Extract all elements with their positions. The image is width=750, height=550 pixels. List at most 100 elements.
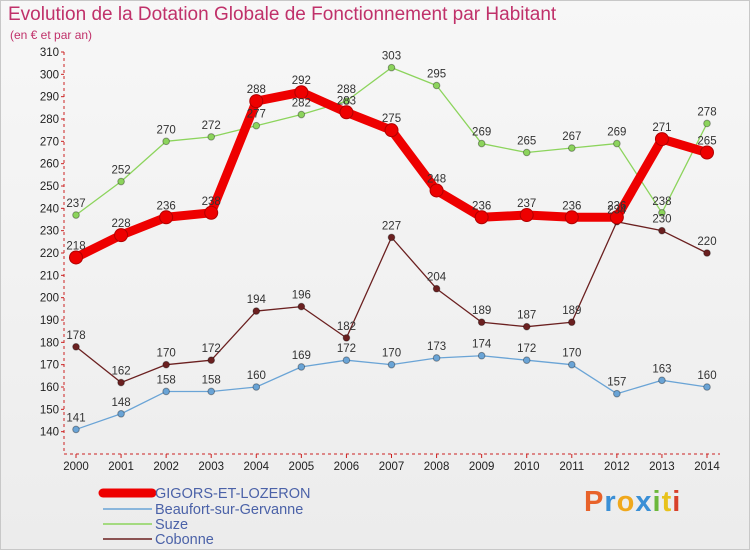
logo-letter: P	[584, 486, 605, 518]
data-point	[339, 105, 354, 120]
data-point	[297, 110, 306, 119]
data-label: 228	[111, 218, 130, 230]
data-point	[252, 121, 261, 130]
data-point	[342, 356, 351, 365]
data-label: 172	[337, 343, 356, 355]
x-tick-label: 2000	[63, 461, 89, 473]
data-label: 278	[697, 106, 716, 118]
chart-title: Evolution de la Dotation Globale de Fonc…	[8, 4, 557, 25]
data-point	[162, 137, 170, 146]
data-label: 189	[562, 305, 581, 317]
y-tick-label: 230	[40, 226, 59, 238]
x-tick-label: 2012	[604, 461, 630, 473]
x-tick-label: 2011	[559, 461, 584, 473]
data-label: 170	[157, 348, 176, 360]
data-point	[703, 249, 711, 257]
data-label: 173	[427, 341, 446, 353]
y-tick-label: 190	[40, 315, 59, 327]
data-point	[72, 425, 80, 434]
logo-letter: i	[672, 486, 682, 518]
data-point	[117, 177, 125, 186]
data-label: 238	[652, 196, 671, 208]
data-label: 234	[607, 205, 627, 217]
data-point	[207, 387, 216, 396]
data-label: 172	[517, 343, 536, 355]
data-label: 187	[517, 310, 536, 322]
data-label: 189	[472, 305, 491, 317]
logo-letter: o	[616, 486, 636, 518]
y-tick-label: 200	[40, 293, 59, 305]
data-label: 295	[427, 69, 446, 81]
data-point	[159, 210, 174, 225]
y-tick-label: 250	[40, 181, 59, 193]
data-point	[658, 209, 666, 217]
y-tick-label: 160	[40, 382, 59, 394]
data-point	[252, 307, 261, 315]
data-label: 282	[292, 98, 311, 110]
data-point	[613, 389, 621, 398]
data-point	[204, 205, 219, 220]
data-label: 265	[697, 136, 716, 148]
legend-entry: Cobonne	[155, 532, 214, 548]
data-label: 170	[562, 348, 581, 360]
data-point	[700, 145, 714, 160]
data-label: 237	[66, 198, 85, 210]
data-label: 265	[517, 136, 536, 148]
proxiti-logo: Proxiti	[584, 486, 681, 519]
data-label: 204	[427, 272, 447, 284]
data-point	[117, 378, 125, 387]
data-point	[567, 360, 576, 369]
data-point	[294, 85, 309, 100]
data-label: 236	[472, 200, 491, 212]
data-label: 194	[247, 294, 267, 306]
data-label: 196	[292, 290, 311, 302]
data-point	[519, 208, 534, 223]
data-label: 157	[607, 377, 626, 389]
data-point	[249, 94, 264, 109]
data-label: 277	[247, 109, 266, 121]
data-point	[703, 383, 711, 391]
series-line-Suze	[75, 66, 708, 216]
data-label: 227	[382, 220, 401, 232]
logo-letter: x	[635, 486, 653, 518]
data-point	[432, 81, 441, 90]
data-label: 170	[382, 348, 401, 360]
x-tick-label: 2005	[289, 461, 315, 473]
data-label: 220	[697, 236, 716, 248]
chart-subtitle: (en € et par an)	[10, 28, 93, 42]
data-point	[207, 356, 216, 365]
data-point	[522, 148, 531, 157]
data-point	[342, 97, 351, 105]
data-point	[207, 133, 216, 141]
data-label: 148	[111, 397, 130, 409]
y-tick-label: 300	[40, 69, 59, 81]
data-point	[342, 334, 351, 342]
x-tick-label: 2007	[379, 461, 405, 473]
data-label: 248	[427, 173, 446, 185]
data-label: 236	[562, 200, 581, 212]
data-point	[564, 210, 579, 225]
y-tick-label: 280	[40, 114, 59, 126]
data-label: 236	[157, 200, 176, 212]
data-label: 283	[337, 95, 356, 107]
data-label: 252	[111, 165, 130, 177]
y-tick-label: 210	[40, 270, 59, 282]
legend-entry: GIGORS-ET-LOZERON	[155, 486, 311, 502]
data-point	[387, 233, 396, 242]
data-point	[703, 119, 711, 128]
y-tick-label: 310	[40, 47, 59, 59]
data-label: 163	[652, 363, 671, 375]
data-label: 172	[202, 343, 221, 355]
data-point	[432, 354, 441, 362]
x-tick-label: 2003	[198, 461, 224, 473]
data-point	[252, 383, 261, 391]
y-tick-label: 150	[40, 404, 59, 416]
y-tick-label: 170	[40, 360, 59, 372]
data-label: 269	[472, 127, 491, 139]
data-point	[387, 360, 396, 369]
data-point	[477, 318, 486, 327]
data-label: 158	[202, 374, 221, 386]
data-point	[432, 284, 441, 293]
data-point	[613, 139, 621, 148]
x-tick-label: 2004	[243, 461, 269, 473]
